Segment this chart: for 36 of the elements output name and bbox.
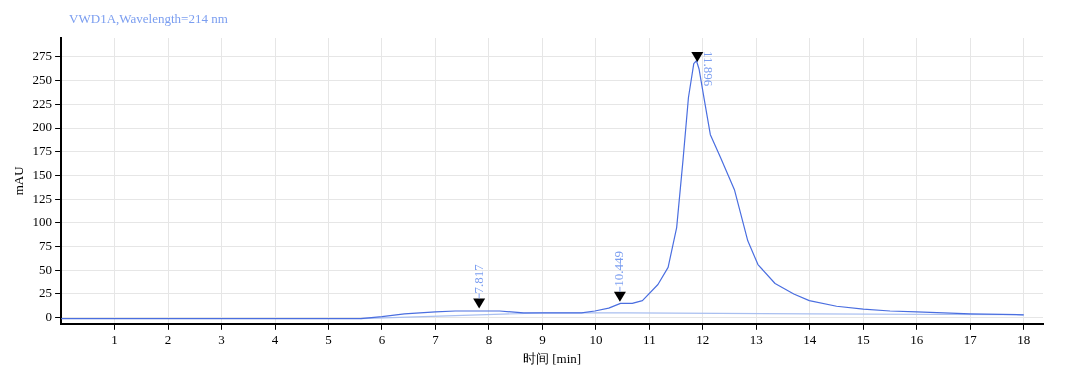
annotation: 11.896 (700, 50, 716, 87)
annotation: 7.817 (470, 263, 486, 294)
y-tick-label: 175 (32, 143, 53, 159)
y-tick-label: 25 (39, 285, 53, 301)
y-axis-title: mAU (11, 165, 27, 196)
y-tick-label: 75 (39, 237, 53, 253)
x-tick-label: 2 (164, 332, 172, 348)
y-tick-label: 50 (39, 261, 53, 277)
x-tick-label: 10 (589, 332, 603, 348)
annotation: 10.449 (611, 251, 627, 287)
y-tick-label: 100 (32, 214, 53, 230)
y-tick-label: 150 (32, 166, 53, 182)
x-tick-label: 9 (539, 332, 546, 348)
x-tick-label: 3 (218, 332, 225, 348)
x-tick-label: 7 (432, 332, 440, 348)
x-tick-label: 17 (963, 332, 978, 348)
x-tick-label: 12 (696, 332, 710, 348)
y-tick-label: 200 (32, 119, 53, 135)
x-axis-title: 时间 [min] (522, 350, 582, 366)
y-tick-label: 275 (32, 48, 53, 64)
x-tick-label: 14 (803, 332, 817, 348)
x-tick-label: 16 (910, 332, 924, 348)
chart-title: VWD1A,Wavelength=214 nm (69, 11, 228, 27)
x-tick-label: 13 (749, 332, 763, 348)
x-tick-label: 6 (378, 332, 386, 348)
x-tick-label: 1 (111, 332, 118, 348)
x-tick-label: 5 (325, 332, 332, 348)
x-tick-label: 18 (1017, 332, 1031, 348)
x-tick-label: 4 (271, 332, 279, 348)
y-tick-label: 0 (45, 309, 53, 325)
x-tick-label: 11 (643, 332, 656, 348)
x-tick-label: 8 (485, 332, 493, 348)
y-tick-label: 125 (32, 190, 53, 206)
y-tick-label: 250 (32, 72, 53, 88)
y-tick-label: 225 (32, 95, 53, 111)
x-tick-label: 15 (856, 332, 870, 348)
